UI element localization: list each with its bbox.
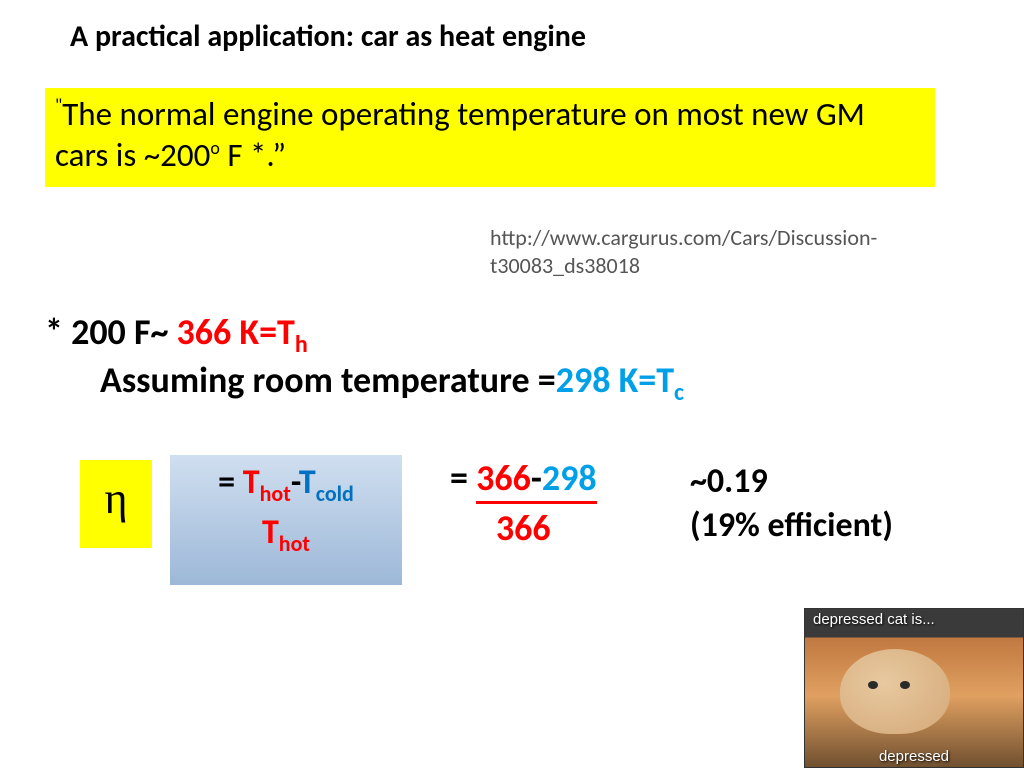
assume-text: Assuming room temperature = (100, 358, 556, 402)
th-sub: h (295, 330, 308, 359)
numeric-calc: = 366-298 366 (450, 458, 597, 550)
tc-value: 298 K=T (556, 358, 674, 402)
result-pct: (19% efficient) (690, 505, 893, 546)
tc-sub: c (674, 378, 684, 407)
num-denom: 366 (450, 508, 597, 549)
slide-title: A practical application: car as heat eng… (70, 18, 586, 55)
assumption-line: Assuming room temperature =298 K=Tc (100, 358, 684, 407)
source-line2: t30083_ds38018 (490, 252, 640, 279)
efficiency-formula: = Thot-Tcold Thot (170, 455, 402, 585)
formula-hot1: hot (260, 480, 291, 507)
quote-text2: F *.” (220, 135, 286, 175)
formula-T2: T (299, 462, 316, 503)
result-val: ~0.19 (690, 461, 768, 502)
num-298: 298 (542, 456, 597, 500)
th-value: 366 K=T (177, 310, 295, 354)
source-line1: http://www.cargurus.com/Cars/Discussion- (490, 224, 877, 251)
formula-cold: cold (316, 480, 354, 507)
conversion-line: * 200 F~ 366 K=Th (45, 310, 308, 359)
num-eq: = (450, 456, 476, 500)
conv-prefix: * 200 F~ (45, 310, 177, 354)
source-citation: http://www.cargurus.com/Cars/Discussion-… (490, 224, 877, 279)
result-text: ~0.19 (19% efficient) (690, 460, 893, 548)
num-366: 366 (476, 456, 531, 500)
eta-symbol-box: η (80, 460, 152, 548)
formula-eq: = (218, 462, 243, 503)
quote-box: "The normal engine operating temperature… (45, 88, 935, 187)
meme-image: depressed cat is... depressed (804, 608, 1024, 768)
formula-hot2: hot (279, 530, 310, 557)
formula-dash: - (291, 462, 299, 503)
meme-bottom-text: depressed (805, 748, 1023, 765)
meme-top-text: depressed cat is... (805, 611, 1023, 628)
formula-T3: T (262, 512, 279, 553)
num-dash: - (531, 456, 542, 500)
meme-cat-face (840, 649, 950, 734)
formula-T1: T (243, 462, 260, 503)
quote-sup: o (210, 137, 220, 159)
quote-text1: The normal engine operating temperature … (55, 94, 865, 175)
